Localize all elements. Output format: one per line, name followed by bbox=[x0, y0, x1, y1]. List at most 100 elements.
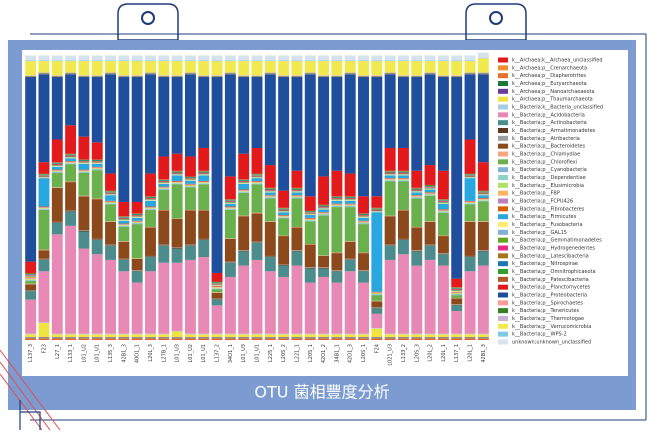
bar-segment bbox=[158, 338, 170, 339]
bar-segment bbox=[198, 183, 210, 184]
bar-segment bbox=[51, 165, 63, 167]
bar-segment bbox=[158, 183, 170, 184]
bar-segment bbox=[211, 286, 223, 287]
decoration bbox=[0, 349, 61, 431]
bar-segment bbox=[424, 259, 436, 334]
bar-segment bbox=[464, 337, 476, 339]
bar-segment bbox=[451, 304, 463, 305]
bar-segment bbox=[264, 338, 276, 340]
tab bbox=[117, 3, 179, 41]
bar-segment bbox=[51, 77, 63, 140]
bar-segment bbox=[451, 76, 463, 78]
bar-segment bbox=[464, 201, 476, 203]
bar-segment bbox=[171, 262, 183, 331]
bar-segment bbox=[198, 172, 210, 174]
bar-segment bbox=[411, 191, 423, 193]
bar-segment bbox=[171, 247, 183, 249]
bar-segment bbox=[251, 259, 263, 334]
bar-segment bbox=[384, 338, 396, 340]
bar-segment bbox=[145, 206, 156, 208]
bar-segment bbox=[118, 259, 130, 260]
bar-segment bbox=[397, 209, 409, 211]
legend-label: k__Bacteria;p__Proteobacteria bbox=[512, 293, 587, 299]
bar-segment bbox=[131, 270, 143, 272]
legend-swatch bbox=[498, 245, 508, 251]
bar-segment bbox=[65, 211, 77, 212]
bar-segment bbox=[371, 77, 383, 197]
bar-segment bbox=[118, 220, 130, 221]
bar-segment bbox=[358, 55, 369, 61]
bar-segment bbox=[358, 337, 369, 339]
bar-segment bbox=[184, 184, 196, 185]
bar-segment bbox=[238, 334, 250, 338]
bar-segment bbox=[451, 291, 463, 292]
bar-segment bbox=[184, 245, 196, 260]
bar-segment bbox=[171, 338, 183, 340]
bar-segment bbox=[198, 75, 210, 76]
bar-segment bbox=[291, 192, 303, 196]
bar-segment bbox=[118, 60, 130, 62]
bar-segment bbox=[238, 180, 250, 182]
bar-segment bbox=[105, 61, 117, 73]
bar-segment bbox=[105, 200, 117, 202]
bar-segment bbox=[318, 209, 330, 213]
bar-segment bbox=[318, 255, 330, 268]
bar-segment bbox=[371, 338, 383, 339]
bar-segment bbox=[238, 76, 250, 78]
bar-segment bbox=[384, 174, 396, 175]
bar-segment bbox=[437, 338, 449, 340]
bar-segment bbox=[358, 339, 369, 340]
bar-segment bbox=[264, 256, 276, 258]
bar-segment bbox=[198, 148, 210, 171]
bar-segment bbox=[65, 337, 77, 338]
bar-segment bbox=[331, 55, 343, 61]
bar-segment bbox=[184, 334, 196, 338]
bar-segment bbox=[344, 338, 356, 340]
bar-segment bbox=[211, 337, 223, 338]
bar-segment bbox=[304, 244, 316, 268]
bar-segment bbox=[344, 196, 356, 197]
bar-segment bbox=[384, 171, 396, 173]
bar-segment bbox=[331, 282, 343, 334]
legend-label: k__Archaea;p__Euryarchaeota bbox=[512, 81, 587, 87]
bar-segment bbox=[424, 245, 436, 246]
bar-segment bbox=[411, 188, 423, 190]
caption: OTU 菌相豐度分析 bbox=[254, 383, 389, 402]
legend-swatch bbox=[498, 182, 508, 188]
bar-segment bbox=[145, 226, 156, 228]
bar-segment bbox=[65, 333, 77, 335]
bar-segment bbox=[145, 197, 156, 198]
bar-segment bbox=[131, 339, 143, 340]
bar-segment bbox=[397, 334, 409, 338]
bar-segment bbox=[224, 72, 236, 74]
bar-segment bbox=[118, 333, 130, 335]
bar-segment bbox=[451, 293, 463, 294]
bar-segment bbox=[25, 291, 37, 300]
bar-segment bbox=[464, 334, 476, 338]
bar-segment bbox=[451, 288, 463, 290]
bar-segment bbox=[344, 334, 356, 338]
bar-segment bbox=[91, 60, 103, 62]
bar-segment bbox=[437, 200, 449, 202]
bar-segment bbox=[371, 301, 383, 308]
bar-segment bbox=[424, 195, 436, 222]
bar-segment bbox=[451, 278, 463, 288]
bar-segment bbox=[171, 330, 183, 332]
bar-segment bbox=[51, 61, 63, 76]
bar-segment bbox=[105, 203, 117, 205]
bar-segment bbox=[291, 55, 303, 61]
bar-segment bbox=[397, 178, 409, 179]
bar-segment bbox=[65, 153, 77, 155]
bar-segment bbox=[477, 198, 489, 200]
bar-segment bbox=[91, 55, 103, 61]
bar-segment bbox=[25, 273, 37, 275]
bar-segment bbox=[318, 215, 330, 216]
x-tick-label: 40O1_1 bbox=[135, 344, 141, 363]
x-tick-label: F24 bbox=[374, 344, 380, 353]
bar-segment bbox=[251, 148, 263, 174]
bar-segment bbox=[91, 161, 103, 163]
bar-segment bbox=[211, 272, 223, 282]
bar-segment bbox=[51, 221, 63, 223]
bar-segment bbox=[477, 194, 489, 195]
bar-segment bbox=[131, 75, 143, 76]
